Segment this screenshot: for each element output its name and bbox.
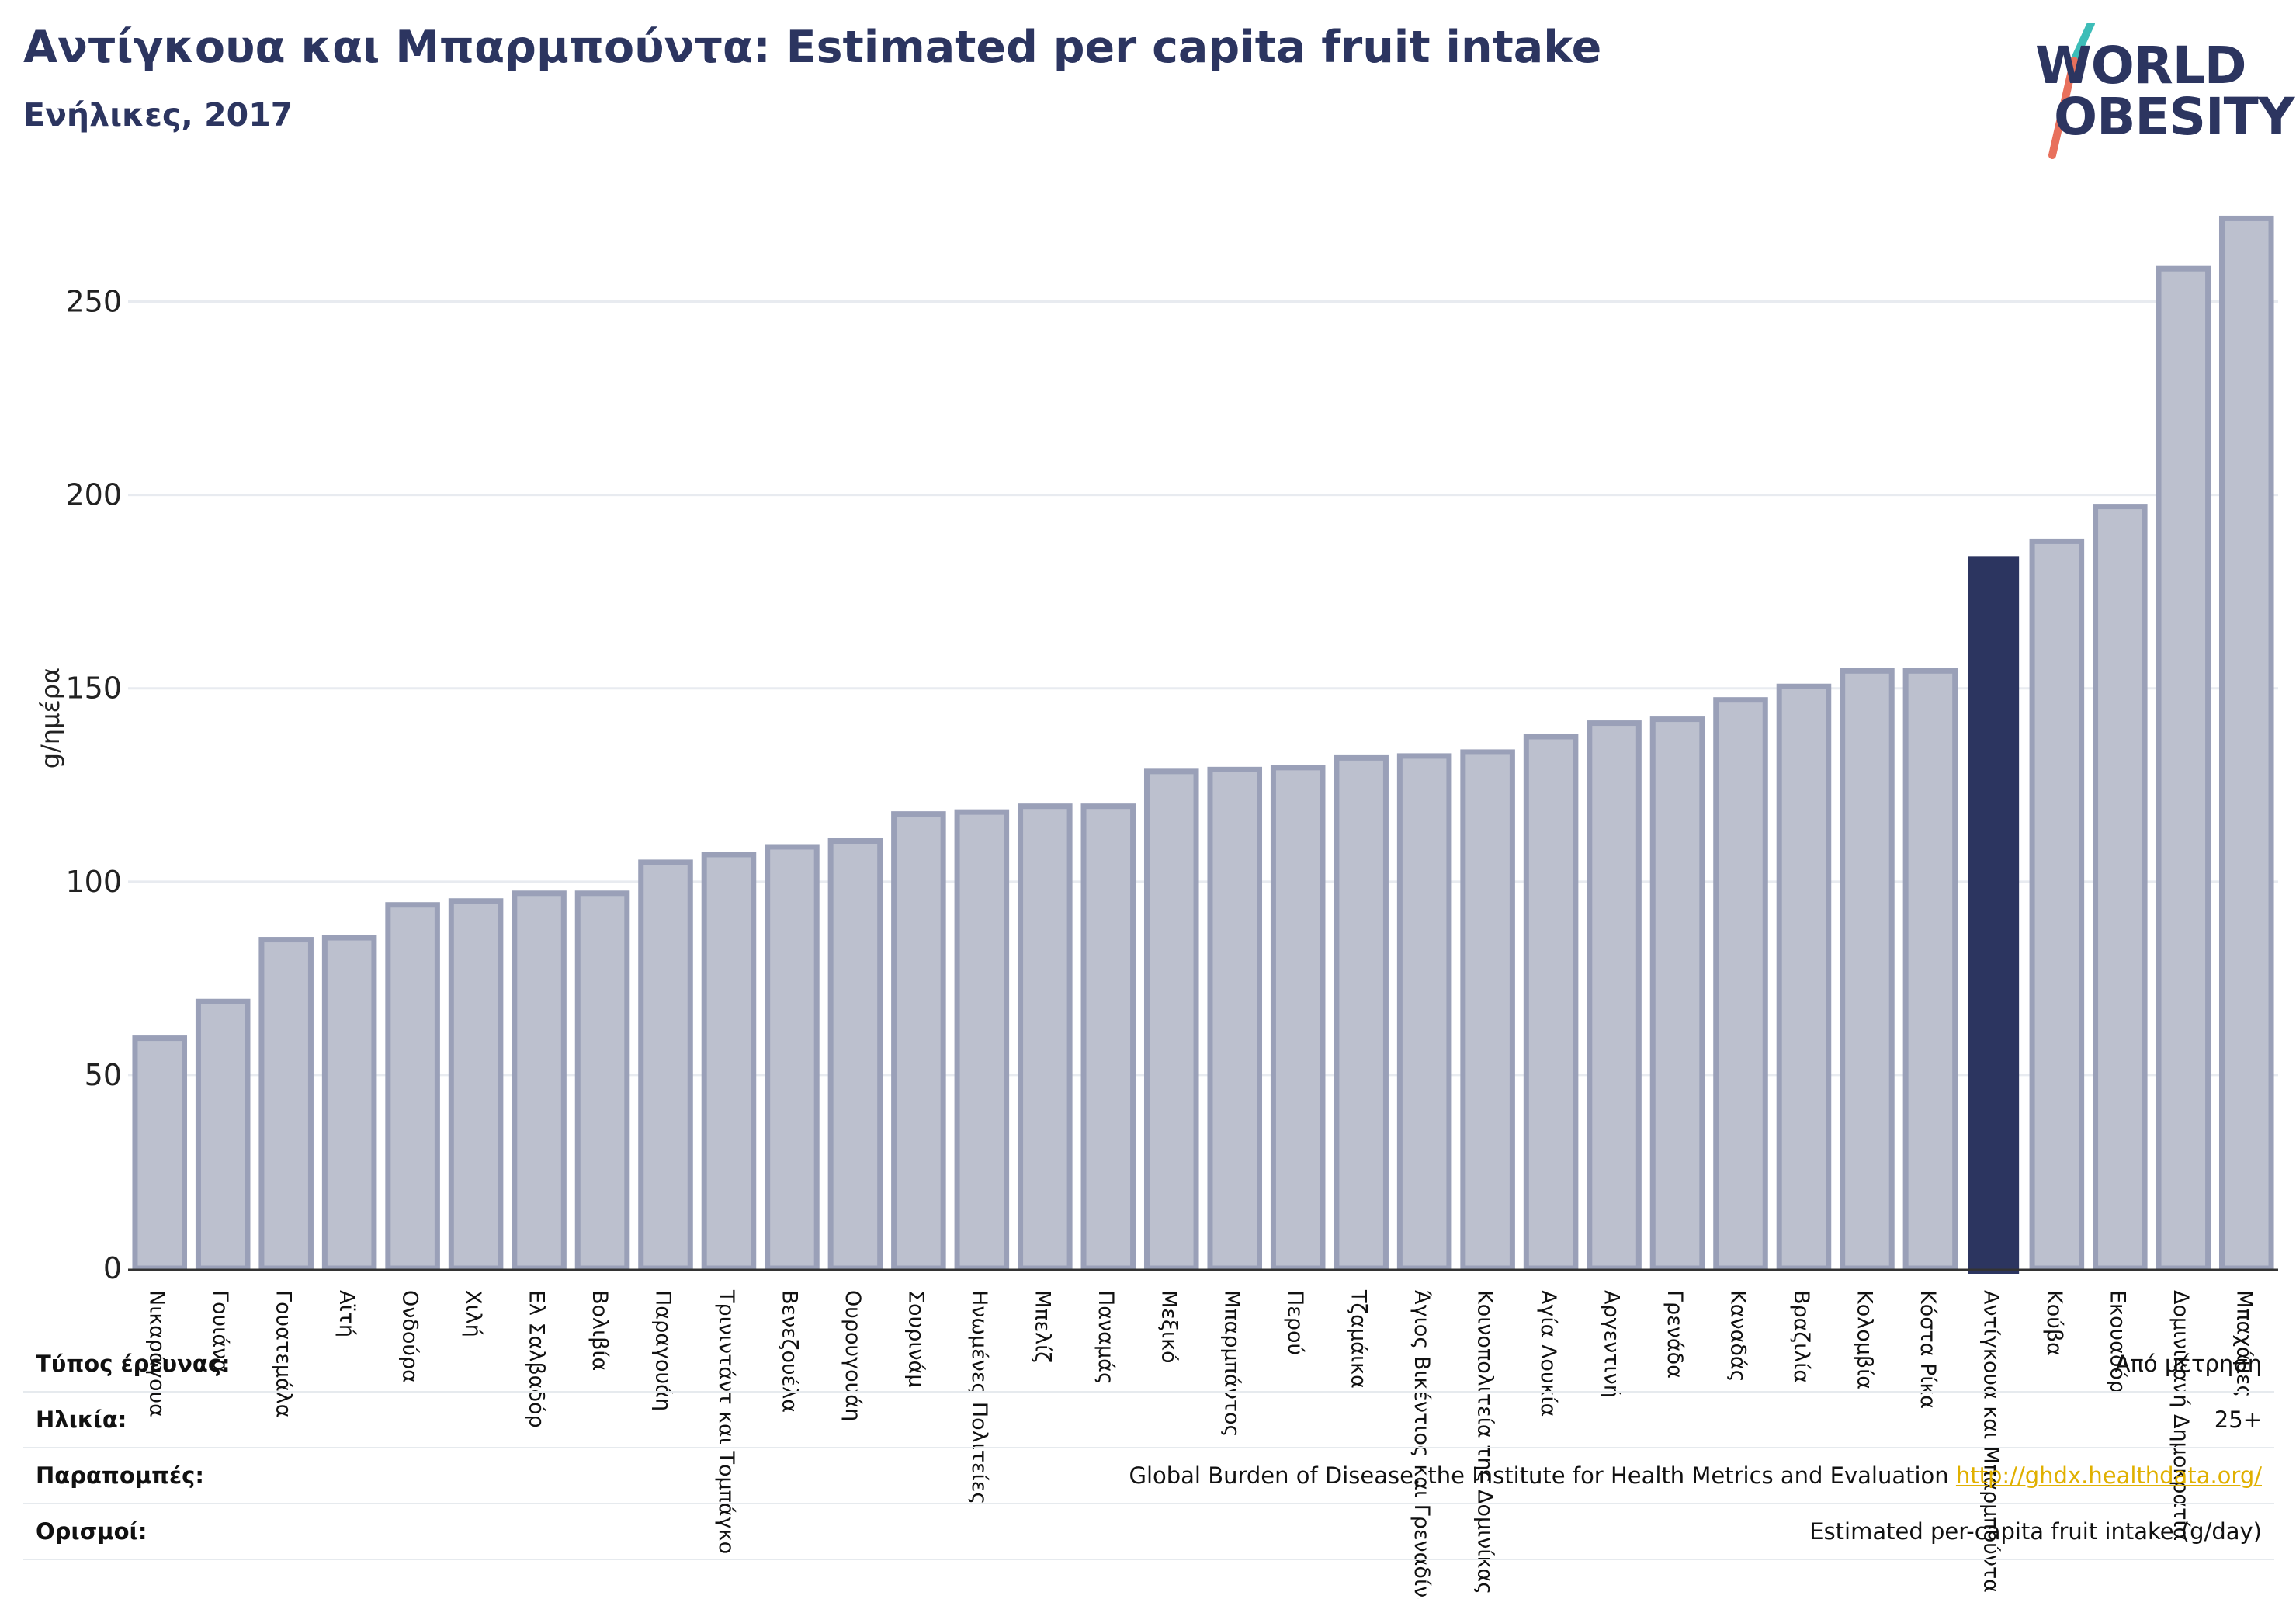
bar — [512, 890, 567, 1271]
bar — [1902, 668, 1958, 1271]
info-label: Ηλικία: — [36, 1406, 127, 1433]
bar-highlighted — [1968, 556, 2020, 1274]
y-tick-label: 0 — [103, 1251, 122, 1285]
bar — [1018, 803, 1073, 1271]
bar — [2156, 265, 2211, 1271]
info-value: Από μέτρηση — [2114, 1351, 2262, 1377]
bar — [258, 937, 314, 1271]
bar — [385, 902, 440, 1271]
x-tick-label: Μπαχάμες — [2232, 1290, 2256, 1397]
bar — [1396, 753, 1452, 1271]
bar — [1840, 668, 1895, 1271]
bar — [574, 890, 630, 1271]
x-tick-label: Αντίγκουα και Μπαρμπούντα — [1979, 1290, 2003, 1593]
y-tick-label: 100 — [65, 865, 122, 899]
bar — [448, 898, 504, 1271]
x-tick-label: Τζαμάικα — [1347, 1289, 1371, 1389]
bar — [1460, 749, 1515, 1271]
x-tick-label: Βολιβία — [588, 1290, 612, 1371]
x-tick-label: Αργεντινή — [1600, 1290, 1624, 1398]
info-row-references: Παραπομπές: Global Burden of Disease, th… — [23, 1448, 2274, 1504]
x-tick-label: Σουρινάμ — [903, 1290, 928, 1388]
bar — [1270, 765, 1326, 1271]
bar — [195, 998, 251, 1271]
info-value: Estimated per-capita fruit intake (g/day… — [1809, 1518, 2262, 1545]
bar — [2093, 504, 2148, 1271]
x-tick-label: Ουρουγουάη — [841, 1290, 865, 1421]
bar — [321, 935, 377, 1271]
x-tick-label: Αγία Λουκία — [1536, 1290, 1560, 1417]
bar — [1587, 720, 1642, 1271]
bar — [1207, 766, 1263, 1271]
bar — [1334, 754, 1389, 1271]
bar — [1143, 768, 1199, 1271]
info-value-references: Global Burden of Disease, the Institute … — [1129, 1462, 2262, 1489]
bar — [1713, 697, 1768, 1271]
x-tick-label: Βραζιλία — [1789, 1290, 1813, 1383]
page-title: Αντίγκουα και Μπαρμπούντα: Estimated per… — [23, 22, 1602, 73]
y-tick-label: 150 — [65, 671, 122, 706]
bar — [827, 838, 883, 1271]
x-tick-label: Κόστα Ρίκα — [1916, 1290, 1940, 1409]
logo-word-world: WORLD — [2035, 36, 2247, 95]
y-tick-label: 200 — [65, 478, 122, 512]
bar — [891, 811, 946, 1271]
x-tick-label: Χιλή — [461, 1290, 485, 1337]
bar — [2218, 215, 2274, 1271]
x-tick-label: Άγιος Βικέντιος και Γρεναδίνες — [1410, 1290, 1434, 1599]
y-tick-label: 250 — [65, 285, 122, 319]
info-value: 25+ — [2214, 1406, 2262, 1433]
logo-word-obesity: OBESITY — [2054, 87, 2294, 147]
y-axis-ticks: 0 50 100 150 200 250 — [65, 285, 122, 1285]
x-tick-label: Δομινικανή Δημοκρατία — [2169, 1290, 2193, 1541]
bars: Νικαράγουα Γουιάνα Γουατεμάλα Αϊτή Ονδούρα Χι… — [132, 215, 2274, 1599]
x-tick-label: Μεξικό — [1157, 1290, 1181, 1364]
logo-slash-icon — [2048, 23, 2095, 159]
info-label: Ορισμοί: — [36, 1518, 147, 1545]
bar — [954, 809, 1010, 1271]
x-tick-label: Κολομβία — [1852, 1290, 1876, 1389]
x-tick-label: Παναμάς — [1094, 1290, 1118, 1385]
page-subtitle: Ενήλικες, 2017 — [23, 96, 293, 134]
bar — [701, 852, 757, 1271]
x-tick-label: Κούβα — [2042, 1290, 2066, 1356]
bar — [1776, 683, 1832, 1271]
x-tick-label: Γουιάνα — [208, 1290, 232, 1373]
x-tick-label: Ονδούρα — [398, 1290, 422, 1383]
info-label: Παραπομπές: — [36, 1462, 204, 1489]
x-tick-label: Κοινοπολιτεία της Δομινίκας — [1473, 1290, 1497, 1594]
x-tick-label: Μπαρμπάντος — [1220, 1290, 1244, 1437]
reference-text: Global Burden of Disease, the Institute … — [1129, 1462, 1949, 1489]
info-label: Τύπος έρευνας: — [36, 1351, 231, 1377]
bar — [1523, 734, 1579, 1271]
y-axis-label: g/ημέρα — [36, 668, 65, 768]
bar — [765, 844, 820, 1271]
x-tick-label: Ηνωμένες Πολιτείες — [967, 1290, 991, 1504]
x-tick-label: Γρενάδα — [1663, 1290, 1687, 1379]
bar — [1080, 803, 1136, 1271]
info-table: Τύπος έρευνας: Από μέτρηση Ηλικία: 25+ Π… — [23, 1337, 2274, 1560]
x-tick-label: Τρινιντάντ και Τομπάγκο — [714, 1289, 738, 1554]
x-tick-label: Μπελίζ — [1030, 1290, 1054, 1363]
x-tick-label: Γουατεμάλα — [272, 1290, 296, 1418]
info-row-survey-type: Τύπος έρευνας: Από μέτρηση — [23, 1337, 2274, 1393]
info-row-definitions: Ορισμοί: Estimated per-capita fruit inta… — [23, 1504, 2274, 1560]
y-tick-label: 50 — [85, 1058, 122, 1092]
x-tick-label: Εκουαδόρ — [2105, 1290, 2129, 1393]
reference-link[interactable]: http://ghdx.healthdata.org/ — [1955, 1462, 2262, 1489]
x-tick-label: Καναδάς — [1726, 1290, 1750, 1382]
info-row-age: Ηλικία: 25+ — [23, 1393, 2274, 1448]
x-tick-label: Περού — [1283, 1290, 1307, 1355]
bar — [1649, 716, 1705, 1271]
bar — [132, 1035, 188, 1271]
bar — [638, 859, 693, 1271]
x-tick-label: Νικαράγουα — [145, 1290, 169, 1417]
x-tick-label: Ελ Σαλβαδόρ — [525, 1290, 549, 1428]
x-tick-label: Αϊτή — [335, 1290, 359, 1337]
world-obesity-logo: WORLD OBESITY — [2026, 23, 2294, 163]
bar — [2029, 538, 2085, 1271]
